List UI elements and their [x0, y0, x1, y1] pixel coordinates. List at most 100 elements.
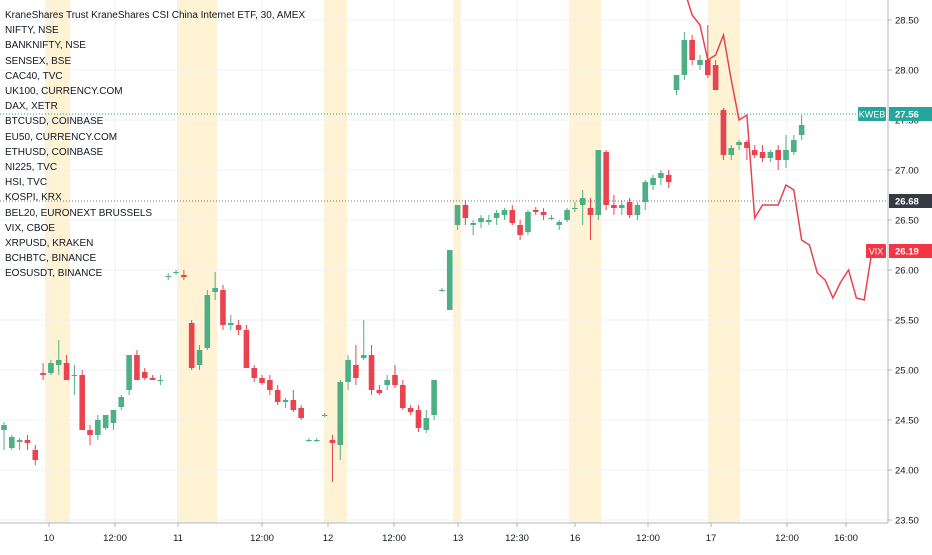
- candle: [611, 195, 617, 215]
- legend-item: CAC40, TVC: [5, 70, 63, 82]
- x-tick-label: 12: [323, 533, 334, 544]
- y-tick-label: 25.00: [895, 366, 919, 377]
- candle: [579, 190, 586, 225]
- candle: [470, 220, 476, 235]
- candle: [603, 150, 609, 210]
- candle: [525, 210, 531, 235]
- candle: [188, 320, 195, 370]
- price-label: KWEB 27.56: [858, 107, 932, 121]
- candle: [321, 413, 328, 417]
- candle: [196, 345, 203, 370]
- candle: [95, 415, 101, 440]
- candle: [415, 405, 422, 432]
- candle: [134, 350, 140, 380]
- candle: [517, 220, 523, 240]
- candle: [712, 60, 719, 90]
- candle: [697, 55, 703, 70]
- y-tick-label: 24.00: [895, 466, 919, 477]
- candle: [1, 422, 7, 450]
- candle: [126, 355, 132, 395]
- candle: [212, 272, 218, 300]
- candle: [791, 135, 797, 155]
- candle: [744, 140, 750, 160]
- candle: [759, 145, 766, 162]
- grid-lines: [0, 0, 888, 523]
- x-tick-label: 12:00: [775, 533, 799, 544]
- y-tick-label: 27.00: [895, 166, 919, 177]
- y-tick-label: 28.50: [895, 16, 919, 27]
- candle: [665, 170, 672, 188]
- price-label-value: 27.56: [895, 110, 919, 121]
- candle: [204, 290, 211, 350]
- candle: [681, 32, 688, 80]
- candle: [572, 202, 578, 212]
- candle: [775, 145, 781, 170]
- candle: [118, 395, 125, 410]
- candle: [705, 25, 711, 78]
- legend: KraneShares Trust KraneShares CSI China …: [5, 8, 305, 282]
- candle: [384, 375, 390, 390]
- candle: [548, 215, 555, 220]
- candle: [337, 380, 344, 460]
- candle: [798, 115, 805, 140]
- x-tick-label: 11: [173, 533, 183, 544]
- candle: [618, 200, 625, 215]
- candle: [24, 435, 31, 450]
- candle: [165, 273, 172, 280]
- candle: [32, 445, 39, 465]
- candle: [48, 360, 54, 375]
- candle: [298, 405, 304, 420]
- candle: [267, 375, 273, 395]
- chart-title: KraneShares Trust KraneShares CSI China …: [5, 10, 306, 21]
- y-tick-label: 23.50: [895, 516, 919, 527]
- candlestick-series: [1, 25, 805, 482]
- candle: [658, 170, 664, 185]
- candle: [407, 405, 414, 415]
- candle: [345, 355, 351, 390]
- x-tick-label: 12:00: [250, 533, 274, 544]
- price-labels: KWEB 27.56 26.68 VIX 26.19: [858, 107, 932, 258]
- x-tick-label: 12:00: [636, 533, 660, 544]
- x-tick-label: 16:00: [834, 533, 858, 544]
- session-band: [708, 0, 740, 523]
- candle: [290, 390, 297, 412]
- candle: [87, 425, 93, 445]
- x-tick-label: 12:30: [505, 533, 529, 544]
- candle: [227, 315, 234, 330]
- candle: [63, 355, 70, 380]
- legend-item: EU50, CURRENCY.COM: [5, 131, 118, 143]
- legend-item: BTCUSD, COINBASE: [5, 116, 104, 128]
- y-tick-label: 28.00: [895, 66, 919, 77]
- candle: [392, 365, 398, 388]
- candle: [540, 208, 547, 220]
- candle: [454, 205, 461, 230]
- candle: [462, 200, 469, 225]
- compare-symbol-list: NIFTY, NSE BANKNIFTY, NSE SENSEX, BSE CAC40…: [5, 23, 305, 281]
- candle: [360, 320, 367, 360]
- candle: [626, 198, 633, 218]
- y-tick-label: 25.50: [895, 316, 919, 327]
- candle: [446, 250, 453, 310]
- legend-item: KOSPI, KRX: [5, 192, 62, 204]
- x-tick-label: 10: [44, 533, 55, 544]
- legend-item: NI225, TVC: [5, 162, 58, 174]
- candle: [235, 320, 242, 335]
- candle: [274, 385, 281, 405]
- candle: [173, 270, 179, 275]
- candle: [673, 75, 680, 95]
- price-label-symbol: KWEB: [859, 110, 886, 120]
- candle: [243, 325, 250, 368]
- price-reference-lines: [0, 113, 888, 202]
- candle: [40, 363, 46, 380]
- price-label-symbol: VIX: [869, 247, 884, 257]
- candle: [720, 108, 727, 160]
- candle: [259, 375, 265, 385]
- candle: [439, 288, 445, 292]
- legend-item: UK100, CURRENCY.COM: [5, 86, 123, 98]
- candle: [595, 150, 602, 220]
- candle: [501, 208, 508, 220]
- x-tick-label: 12:00: [103, 533, 127, 544]
- candle: [306, 438, 312, 442]
